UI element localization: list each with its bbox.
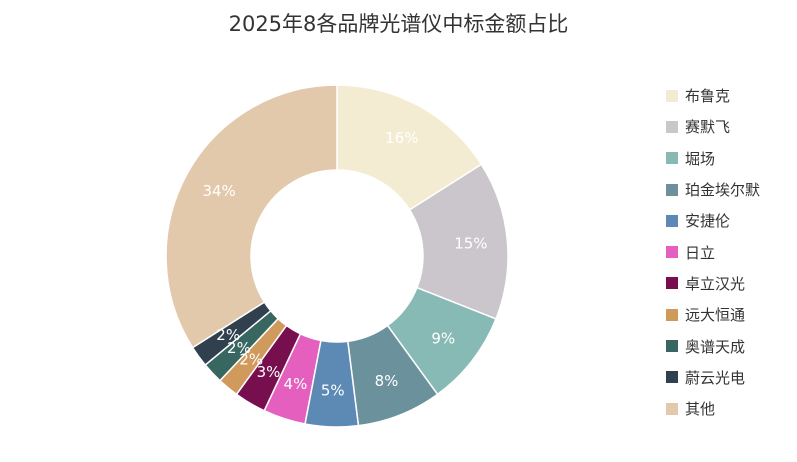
slice-label-3: 9% (431, 329, 455, 347)
legend-label: 赛默飞 (685, 118, 731, 137)
legend-label: 远大恒通 (685, 306, 746, 325)
chart-legend: 布鲁克赛默飞堀场珀金埃尔默安捷伦日立卓立汉光远大恒通奥谱天成蔚云光电其他 (666, 80, 760, 424)
legend-item-11[interactable]: 其他 (666, 393, 760, 424)
slice-label-4: 8% (375, 372, 399, 390)
slice-label-7: 3% (257, 363, 281, 381)
slice-label-5: 5% (321, 381, 345, 399)
legend-label: 奥谱天成 (685, 337, 746, 356)
legend-swatch (666, 402, 678, 415)
donut-chart: 16%15%9%8%5%4%3%2%2%2%34% (165, 84, 509, 428)
chart-title: 2025年8各品牌光谱仪中标金额占比 (228, 12, 569, 36)
slice-label-2: 15% (454, 234, 487, 252)
slice-11[interactable] (165, 84, 338, 349)
legend-item-7[interactable]: 卓立汉光 (666, 268, 760, 299)
legend-swatch (666, 277, 678, 290)
legend-label: 布鲁克 (685, 87, 731, 106)
legend-label: 其他 (685, 400, 716, 419)
legend-label: 珀金埃尔默 (685, 181, 761, 200)
slice-label-8: 2% (239, 351, 263, 369)
legend-label: 安捷伦 (685, 212, 731, 231)
legend-item-1[interactable]: 布鲁克 (666, 80, 760, 111)
legend-item-3[interactable]: 堀场 (666, 143, 760, 174)
legend-swatch (666, 152, 678, 165)
legend-item-4[interactable]: 珀金埃尔默 (666, 174, 760, 205)
donut-slices (165, 84, 509, 428)
legend-item-8[interactable]: 远大恒通 (666, 299, 760, 330)
legend-label: 堀场 (685, 149, 716, 168)
legend-label: 蔚云光电 (685, 368, 746, 387)
slice-label-10: 2% (216, 326, 240, 344)
legend-swatch (666, 308, 678, 321)
legend-item-5[interactable]: 安捷伦 (666, 205, 760, 236)
legend-swatch (666, 89, 678, 102)
legend-item-2[interactable]: 赛默飞 (666, 111, 760, 142)
legend-swatch (666, 371, 678, 384)
legend-swatch (666, 214, 678, 227)
legend-label: 日立 (685, 243, 716, 262)
legend-swatch (666, 246, 678, 259)
slice-label-6: 4% (284, 375, 308, 393)
legend-label: 卓立汉光 (685, 274, 746, 293)
legend-item-10[interactable]: 蔚云光电 (666, 362, 760, 393)
legend-swatch (666, 120, 678, 133)
slice-label-9: 2% (227, 339, 251, 357)
legend-swatch (666, 183, 678, 196)
legend-item-6[interactable]: 日立 (666, 236, 760, 267)
slice-label-11: 34% (202, 182, 235, 200)
slice-label-1: 16% (385, 129, 418, 147)
legend-swatch (666, 340, 678, 353)
legend-item-9[interactable]: 奥谱天成 (666, 330, 760, 361)
donut-labels: 16%15%9%8%5%4%3%2%2%2%34% (202, 129, 487, 399)
